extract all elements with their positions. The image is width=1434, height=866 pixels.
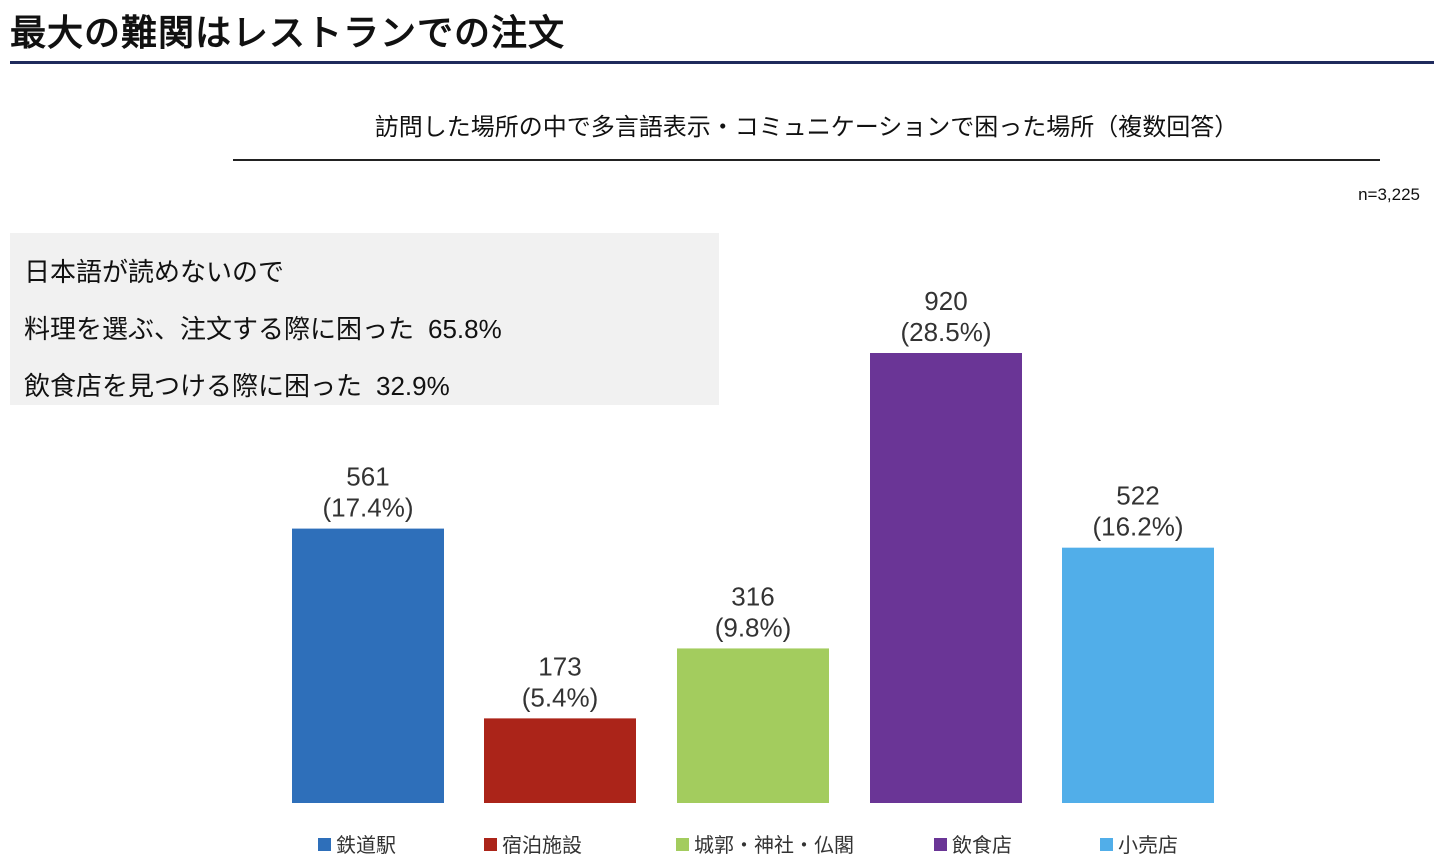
bar-percent-label-4: (28.5%) — [900, 317, 991, 347]
chart-title-divider — [233, 159, 1380, 161]
callout-box: 日本語が読めないので 料理を選ぶ、注文する際に困った 65.8% 飲食店を見つける… — [10, 233, 719, 405]
bar-3 — [677, 648, 829, 803]
legend-swatch-3 — [676, 838, 689, 851]
callout-line-3-value: 32.9% — [376, 371, 450, 401]
bar-value-label-1: 561 — [346, 462, 389, 492]
page-title: 最大の難関はレストランでの注文 — [10, 13, 566, 54]
callout-line-2-value: 65.8% — [428, 314, 502, 344]
chart-title: 訪問した場所の中で多言語表示・コミュニケーションで困った場所（複数回答） — [374, 113, 1239, 141]
bar-2 — [484, 718, 636, 803]
bar-percent-label-2: (5.4%) — [522, 682, 599, 712]
sample-size-label: n=3,225 — [1358, 185, 1420, 204]
legend-label-2: 宿泊施設 — [502, 833, 582, 857]
legend-swatch-2 — [484, 838, 497, 851]
callout-line-3: 飲食店を見つける際に困った 32.9% — [24, 358, 719, 415]
legend-label-4: 飲食店 — [952, 833, 1012, 857]
legend-swatch-4 — [934, 838, 947, 851]
bar-4 — [870, 353, 1022, 803]
callout-line-2-text: 料理を選ぶ、注文する際に困った — [24, 315, 415, 345]
bar-percent-label-3: (9.8%) — [715, 612, 792, 642]
legend-swatch-5 — [1100, 838, 1113, 851]
bar-value-label-3: 316 — [731, 581, 774, 611]
bar-value-label-5: 522 — [1116, 481, 1159, 511]
legend-label-5: 小売店 — [1118, 833, 1178, 857]
legend-label-1: 鉄道駅 — [336, 833, 396, 857]
callout-line-2: 料理を選ぶ、注文する際に困った 65.8% — [24, 301, 719, 358]
legend-label-3: 城郭・神社・仏閣 — [694, 833, 854, 857]
bar-5 — [1062, 547, 1214, 803]
bar-value-label-4: 920 — [924, 286, 967, 316]
callout-line-1: 日本語が読めないので — [24, 258, 285, 288]
bar-value-label-2: 173 — [538, 651, 581, 681]
callout-line-3-text: 飲食店を見つける際に困った — [24, 372, 363, 402]
bar-percent-label-1: (17.4%) — [322, 493, 413, 523]
title-divider — [10, 61, 1434, 64]
legend-swatch-1 — [318, 838, 331, 851]
bar-1 — [292, 528, 444, 803]
bar-percent-label-5: (16.2%) — [1092, 512, 1183, 542]
